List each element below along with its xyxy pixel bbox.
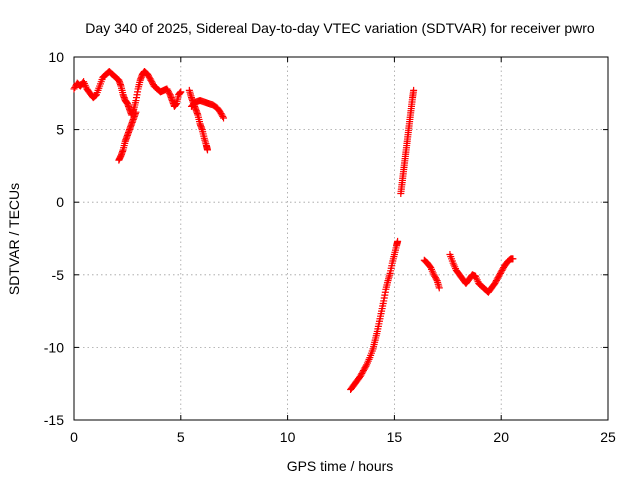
data-point	[220, 114, 228, 122]
data-point	[177, 88, 185, 96]
data-point	[509, 255, 517, 263]
data-point	[204, 146, 211, 154]
data-point	[410, 86, 418, 94]
x-tick-label: 5	[177, 429, 185, 445]
y-tick-label: 10	[48, 49, 64, 65]
grid-layer	[74, 57, 608, 420]
x-axis: 0 5 10 15 20 25	[70, 57, 616, 445]
x-tick-label: 0	[70, 429, 78, 445]
x-tick-label: 20	[493, 429, 509, 445]
x-tick-label: 15	[387, 429, 403, 445]
data-point	[219, 113, 227, 121]
plot-frame	[73, 56, 609, 421]
data-point	[435, 284, 443, 292]
x-axis-label: GPS time / hours	[287, 458, 394, 474]
y-tick-label: 5	[56, 122, 64, 138]
x-tick-label: 25	[600, 429, 616, 445]
data-point	[362, 362, 370, 370]
y-axis: 10 5 0 -5 -10 -15	[44, 49, 608, 428]
data-point	[394, 237, 402, 245]
data-series	[70, 68, 517, 394]
y-tick-label: -5	[52, 267, 65, 283]
y-tick-label: -15	[44, 412, 64, 428]
x-tick-label: 10	[280, 429, 296, 445]
y-tick-label: -10	[44, 339, 64, 355]
data-point	[132, 108, 140, 116]
data-point	[91, 92, 99, 100]
chart-title: Day 340 of 2025, Sidereal Day-to-day VTE…	[85, 20, 595, 36]
y-axis-label: SDTVAR / TECUs	[6, 183, 22, 295]
y-tick-label: 0	[56, 194, 64, 210]
data-point	[432, 275, 440, 283]
